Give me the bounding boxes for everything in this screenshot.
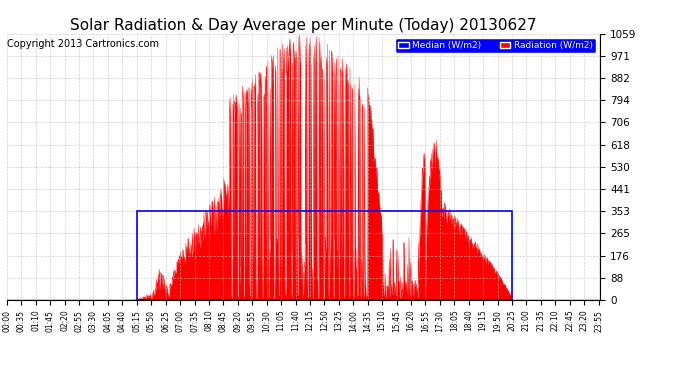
Bar [137,211,512,300]
Legend: Median (W/m2), Radiation (W/m2): Median (W/m2), Radiation (W/m2) [395,38,595,53]
Title: Solar Radiation & Day Average per Minute (Today) 20130627: Solar Radiation & Day Average per Minute… [70,18,537,33]
Text: Copyright 2013 Cartronics.com: Copyright 2013 Cartronics.com [7,39,159,49]
